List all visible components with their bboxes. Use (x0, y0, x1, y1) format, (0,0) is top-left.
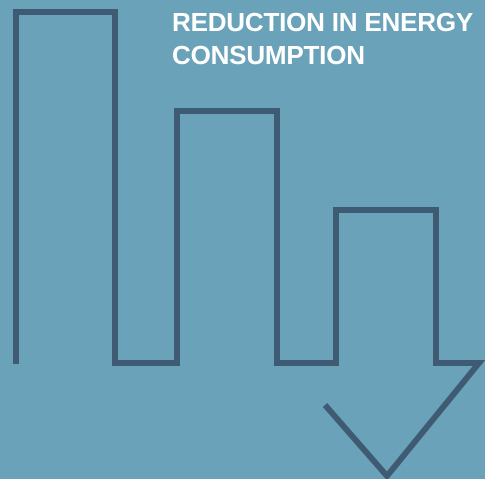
declining-bars-arrow-icon (13, 9, 485, 479)
headline: REDUCTION IN ENERGY CONSUMPTION (172, 7, 473, 70)
